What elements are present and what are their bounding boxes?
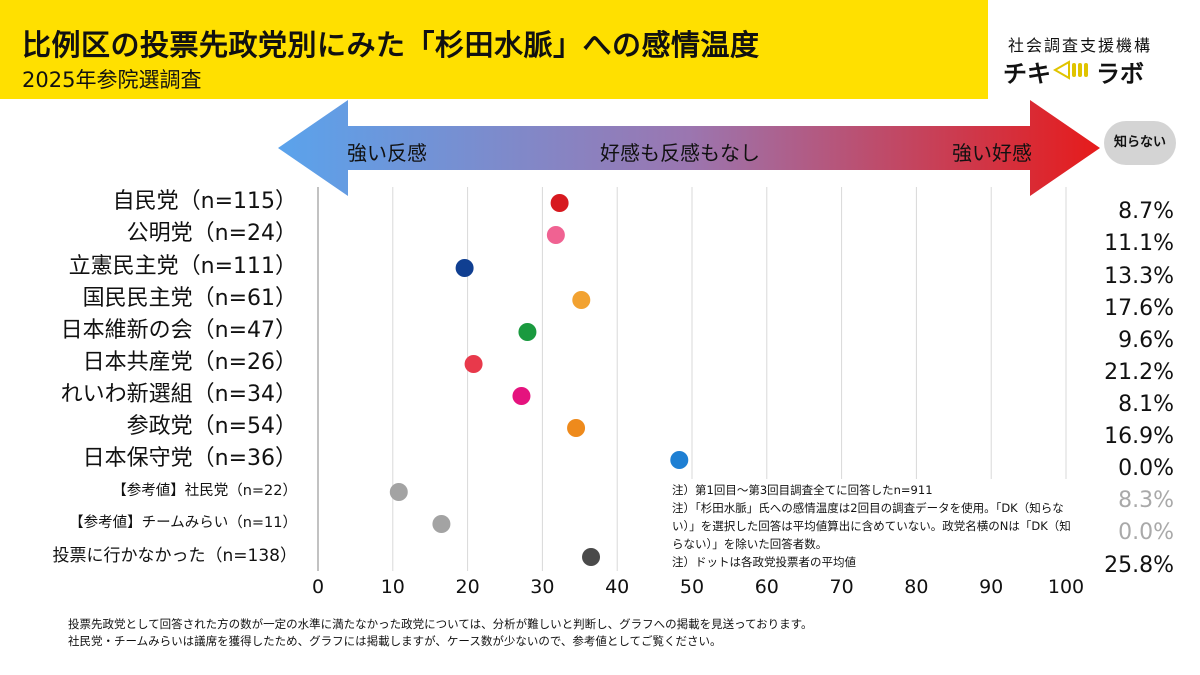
page-subtitle: 2025年参院選調査 <box>22 68 202 92</box>
data-point <box>550 194 569 212</box>
sentiment-scale-arrow <box>278 100 1100 196</box>
title-banner: 比例区の投票先政党別にみた「杉田水脈」への感情温度 2025年参院選調査 <box>0 0 988 99</box>
page-title: 比例区の投票先政党別にみた「杉田水脈」への感情温度 <box>22 28 760 62</box>
row-label: 公明党（n=24） <box>126 221 297 246</box>
row-label: 【参考値】チームみらい（n=11） <box>69 514 297 531</box>
dont-know-value: 17.6% <box>1104 296 1174 321</box>
note-line: 注）第1回目～第3回目調査全てに回答したn=911 <box>672 483 933 497</box>
x-tick-label: 40 <box>605 576 630 598</box>
dont-know-value: 8.1% <box>1118 392 1174 417</box>
data-point <box>567 419 586 437</box>
scale-label-strong-like: 強い好感 <box>952 141 1032 165</box>
row-label: 国民民主党（n=61） <box>82 286 297 311</box>
logo-text-left: チキ <box>1003 60 1051 88</box>
x-tick-label: 80 <box>904 576 929 598</box>
row-label: 日本共産党（n=26） <box>82 350 297 375</box>
dont-know-value: 16.9% <box>1104 424 1174 449</box>
dont-know-value: 8.7% <box>1118 199 1174 224</box>
x-tick-label: 50 <box>679 576 705 598</box>
x-tick-label: 70 <box>829 576 854 598</box>
x-tick-label: 30 <box>530 576 555 598</box>
dont-know-value: 21.2% <box>1104 360 1174 385</box>
data-point <box>512 387 531 405</box>
data-point <box>389 483 408 501</box>
dont-know-value: 8.3% <box>1118 488 1174 513</box>
x-tick-label: 10 <box>380 576 405 598</box>
x-tick-label: 20 <box>455 576 480 598</box>
dont-know-value: 13.3% <box>1104 264 1174 289</box>
dont-know-value: 9.6% <box>1118 328 1174 353</box>
x-tick-label: 60 <box>754 576 779 598</box>
data-point <box>572 291 591 309</box>
footer-line: 社民党・チームみらいは議席を獲得したため、グラフには掲載しますが、ケース数が少な… <box>68 634 722 648</box>
dont-know-value: 0.0% <box>1118 520 1174 545</box>
organization-name: 社会調査支援機構 <box>1008 36 1153 55</box>
data-point <box>582 548 601 566</box>
note-line: 注）「杉田水脈」氏への感情温度は2回目の調査データを使用。「DK（知らない）」を… <box>672 501 1071 551</box>
dont-know-value: 25.8% <box>1104 553 1174 578</box>
row-label: 投票に行かなかった（n=138） <box>52 545 297 566</box>
logo-mark-icon <box>1053 60 1088 80</box>
dont-know-value: 11.1% <box>1104 231 1174 256</box>
x-tick-label: 90 <box>979 576 1004 598</box>
row-label: 自民党（n=115） <box>112 189 297 214</box>
footer-line: 投票先政党として回答された方の数が一定の水準に満たなかった政党については、分析が… <box>68 617 813 631</box>
row-label: れいわ新選組（n=34） <box>60 382 297 407</box>
row-label: 【参考値】社民党（n=22） <box>112 482 297 499</box>
footer-notes: 投票先政党として回答された方の数が一定の水準に満たなかった政党については、分析が… <box>68 616 813 650</box>
row-label: 日本維新の会（n=47） <box>60 318 297 343</box>
data-point <box>455 259 474 277</box>
note-line: 注）ドットは各政党投票者の平均値 <box>672 555 856 569</box>
data-point <box>464 355 483 373</box>
row-label: 参政党（n=54） <box>126 414 297 439</box>
scale-label-strong-dislike: 強い反感 <box>347 141 427 165</box>
data-point <box>670 451 689 469</box>
logo-text-right: ラボ <box>1096 60 1144 88</box>
dont-know-badge: 知らない <box>1104 121 1176 165</box>
x-tick-label: 100 <box>1047 576 1085 598</box>
data-point <box>432 515 451 533</box>
data-point <box>546 226 565 244</box>
dont-know-value: 0.0% <box>1118 456 1174 481</box>
scale-label-neutral: 好感も反感もなし <box>600 141 760 165</box>
row-label: 日本保守党（n=36） <box>82 446 297 471</box>
x-tick-label: 0 <box>311 576 325 598</box>
row-label: 立憲民主党（n=111） <box>68 254 297 279</box>
chart-notes: 注）第1回目～第3回目調査全てに回答したn=911 注）「杉田水脈」氏への感情温… <box>668 479 1076 573</box>
data-point <box>518 323 537 341</box>
